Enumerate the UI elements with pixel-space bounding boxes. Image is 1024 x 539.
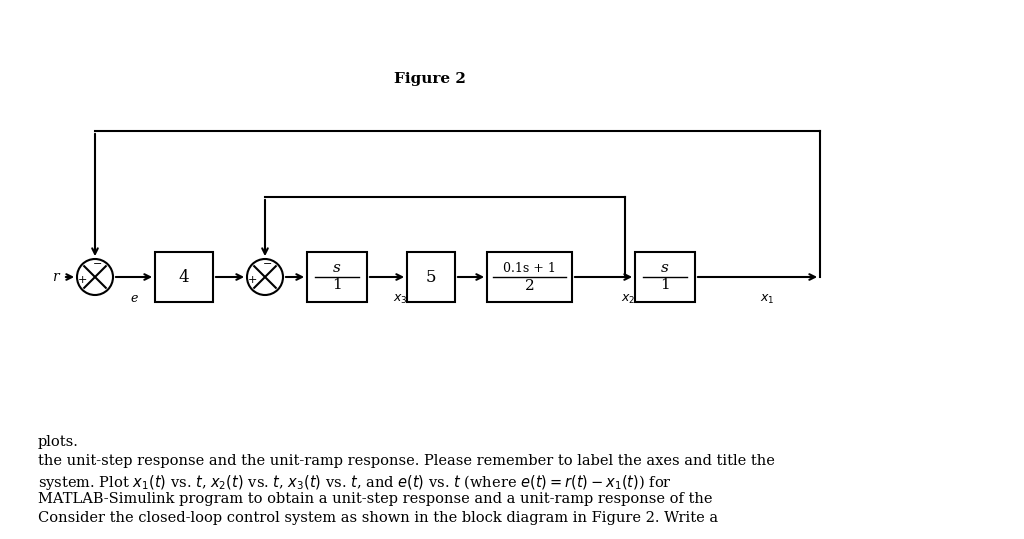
Bar (155, 252, 213, 302)
Text: 1: 1 (660, 278, 670, 292)
Text: Figure 2: Figure 2 (394, 72, 466, 86)
Text: system. Plot $x_1(t)$ vs. $t$, $x_2(t)$ vs. $t$, $x_3(t)$ vs. $t$, and $e(t)$ vs: system. Plot $x_1(t)$ vs. $t$, $x_2(t)$ … (38, 473, 672, 492)
Text: +: + (248, 275, 257, 285)
Text: 5: 5 (426, 268, 436, 286)
Text: s: s (333, 261, 341, 275)
Text: $x_2$: $x_2$ (621, 293, 635, 306)
Text: MATLAB-Simulink program to obtain a unit-step response and a unit-ramp response : MATLAB-Simulink program to obtain a unit… (38, 492, 713, 506)
Bar (407, 252, 455, 302)
Text: $x_3$: $x_3$ (392, 293, 408, 306)
Text: s: s (662, 261, 669, 275)
Bar (307, 252, 367, 302)
Text: e: e (130, 293, 137, 306)
Bar (635, 252, 695, 302)
Text: r: r (51, 270, 58, 284)
Text: 1: 1 (332, 278, 342, 292)
Text: −: − (93, 259, 102, 269)
Text: Consider the closed-loop control system as shown in the block diagram in Figure : Consider the closed-loop control system … (38, 511, 718, 525)
Text: 4: 4 (178, 268, 189, 286)
Text: −: − (263, 259, 272, 269)
Bar (487, 252, 572, 302)
Text: the unit-step response and the unit-ramp response. Please remember to label the : the unit-step response and the unit-ramp… (38, 454, 775, 468)
Text: plots.: plots. (38, 435, 79, 449)
Text: +: + (78, 275, 87, 285)
Text: $x_1$: $x_1$ (760, 293, 774, 306)
Text: 2: 2 (524, 279, 535, 293)
Text: 0.1s + 1: 0.1s + 1 (503, 261, 556, 274)
